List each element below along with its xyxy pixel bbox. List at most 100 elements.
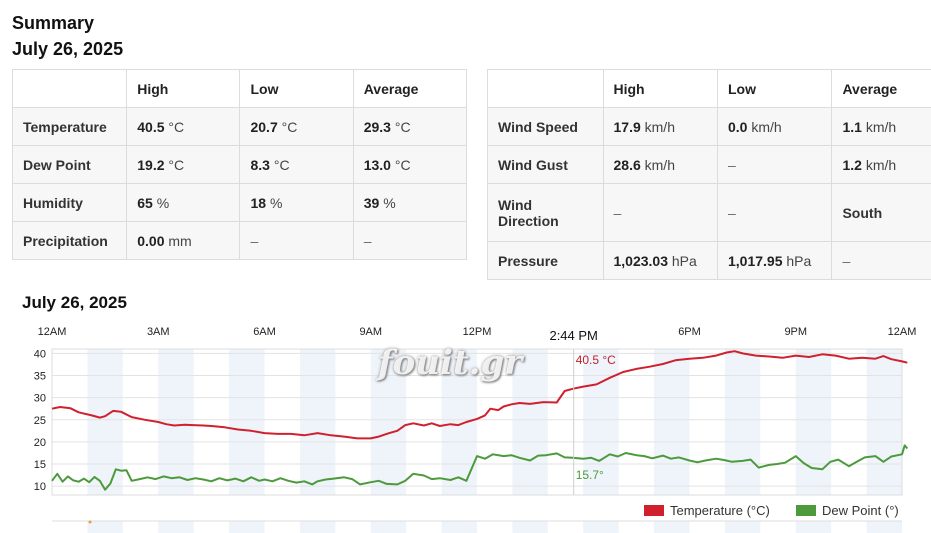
legend-swatch-dew-point — [796, 505, 816, 516]
unit: % — [156, 194, 170, 211]
cell-high: 28.6 km/h — [602, 145, 718, 184]
hour-band-lower — [866, 521, 902, 533]
hour-band-lower — [229, 521, 265, 533]
hour-band — [370, 349, 407, 495]
unit: °C — [394, 118, 411, 135]
cell-high: 1,023.03 hPa — [602, 241, 718, 280]
hour-band — [583, 349, 619, 495]
y-tick-label: 25 — [34, 415, 46, 427]
unit: km/h — [865, 156, 897, 173]
hour-band — [87, 349, 123, 495]
cell-low: – — [239, 221, 354, 260]
table-row-wind-direction: Wind Direction – – South — [487, 183, 931, 242]
col-header-low: Low — [239, 69, 354, 108]
cell-average: 39 % — [352, 183, 468, 222]
hour-band-lower — [654, 521, 690, 533]
col-header-average: Average — [352, 69, 468, 108]
dew-point-value-label: 15.7° — [576, 468, 604, 482]
cell-average: 1.1 km/h — [831, 107, 931, 146]
table-row-wind-speed: Wind Speed 17.9 km/h 0.0 km/h 1.1 km/h — [487, 107, 931, 146]
unit: °C — [168, 156, 185, 173]
hour-band-lower — [370, 521, 407, 533]
temperature-dewpoint-chart[interactable]: 1015202530354012AM3AM6AM9AM12PM3PM6PM9PM… — [0, 318, 931, 533]
cell-high: 65 % — [126, 183, 241, 222]
hour-band — [795, 349, 832, 495]
col-header-blank — [487, 69, 604, 108]
summary-table-wind-pressure: High Low Average Wind Speed 17.9 km/h 0.… — [487, 69, 931, 280]
hour-band-lower — [583, 521, 619, 533]
x-tick-label: 6PM — [678, 326, 701, 338]
legend-label: Dew Point (°) — [822, 503, 899, 518]
cell-low: 1,017.95 hPa — [716, 241, 833, 280]
x-tick-label: 6AM — [253, 326, 276, 338]
row-label: Pressure — [487, 241, 604, 280]
temperature-line — [51, 350, 908, 440]
value: 40.5 — [137, 118, 165, 135]
x-tick-label: 9AM — [359, 326, 382, 338]
hour-band — [299, 349, 336, 495]
hour-band-lower — [512, 521, 548, 533]
hour-band-lower — [724, 521, 761, 533]
x-tick-label: 3AM — [147, 326, 170, 338]
chart-date: July 26, 2025 — [22, 293, 127, 312]
hour-band — [158, 349, 194, 495]
y-tick-label: 40 — [34, 348, 46, 360]
value: 19.2 — [137, 156, 165, 173]
row-label: Humidity — [11, 183, 128, 222]
hour-band — [654, 349, 690, 495]
unit: % — [269, 194, 283, 211]
hour-band — [724, 349, 761, 495]
cell-high: 0.00 mm — [126, 221, 241, 260]
cell-average: 29.3 °C — [352, 107, 468, 146]
value: 1.1 — [842, 118, 862, 135]
value: 65 — [137, 194, 153, 211]
row-label: Wind Direction — [487, 183, 604, 242]
row-label: Dew Point — [11, 145, 128, 184]
unit: °C — [281, 118, 298, 135]
value: 29.3 — [363, 118, 391, 135]
value: 20.7 — [250, 118, 278, 135]
unit: mm — [168, 232, 192, 249]
value: 0.0 — [727, 118, 748, 135]
plot-border — [51, 348, 903, 496]
y-tick-label: 35 — [34, 371, 46, 383]
x-tick-label: 12AM — [38, 326, 67, 338]
cell-low: 20.7 °C — [239, 107, 354, 146]
col-header-average: Average — [831, 69, 931, 108]
hour-band-lower — [299, 521, 336, 533]
col-header-low: Low — [716, 69, 833, 108]
col-header-high: High — [602, 69, 718, 108]
unit: km/h — [865, 118, 897, 135]
cell-low: 0.0 km/h — [716, 107, 833, 146]
hour-band-lower — [158, 521, 194, 533]
cell-high: – — [602, 183, 718, 242]
table-row-temperature: Temperature 40.5 °C 20.7 °C 29.3 °C — [11, 107, 468, 146]
table-row-dew-point: Dew Point 19.2 °C 8.3 °C 13.0 °C — [11, 145, 468, 184]
value: 39 — [363, 194, 380, 211]
watermark-logo: fouit.gr — [378, 343, 523, 383]
table-row-wind-gust: Wind Gust 28.6 km/h – 1.2 km/h — [487, 145, 931, 184]
unit: km/h — [644, 156, 675, 173]
table-row-precipitation: Precipitation 0.00 mm – – — [11, 221, 468, 260]
value: 13.0 — [363, 156, 391, 173]
page-title: Summary — [12, 13, 95, 33]
cell-high: 17.9 km/h — [602, 107, 718, 146]
row-label: Wind Speed — [487, 107, 604, 146]
lower-marker — [88, 520, 92, 524]
temperature-value-label: 40.5 °C — [576, 353, 616, 367]
hour-band-lower — [87, 521, 123, 533]
legend-swatch-temperature — [644, 505, 664, 516]
unit: °C — [394, 156, 411, 173]
cursor-time-label: 2:44 PM — [549, 328, 597, 343]
cell-average: South — [831, 183, 931, 242]
dew-point-line — [51, 444, 909, 491]
x-tick-label: 12PM — [463, 326, 492, 338]
legend-item-temperature[interactable]: Temperature (°C) — [644, 503, 770, 518]
value: 18 — [250, 194, 267, 211]
row-label: Temperature — [11, 107, 128, 146]
y-tick-label: 30 — [34, 393, 46, 405]
table-row-pressure: Pressure 1,023.03 hPa 1,017.95 hPa – — [487, 241, 931, 280]
legend-item-dew-point[interactable]: Dew Point (°) — [796, 503, 899, 518]
value: 1.2 — [842, 156, 862, 173]
unit: % — [383, 194, 396, 211]
